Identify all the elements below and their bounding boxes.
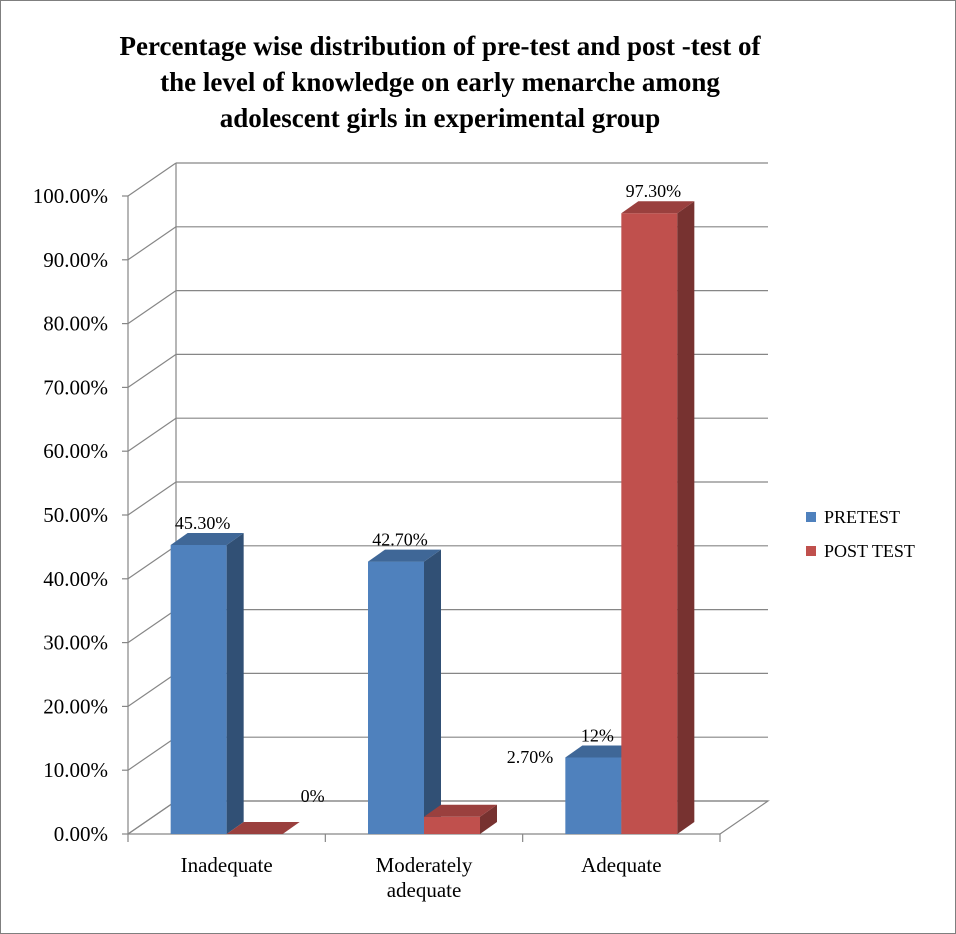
bar-top <box>368 549 441 562</box>
side-wall-gridline <box>127 545 177 580</box>
y-tick-label: 90.00% <box>43 248 108 272</box>
side-wall-gridline <box>127 290 177 325</box>
data-label: 12% <box>581 725 614 745</box>
data-label: 2.70% <box>507 747 554 767</box>
legend-label-post-test: POST TEST <box>824 540 915 561</box>
bar-side <box>226 532 244 834</box>
data-label: 0% <box>301 786 325 806</box>
y-tick-label: 50.00% <box>43 503 108 527</box>
side-wall-gridline <box>127 162 177 197</box>
side-wall-gridline <box>127 226 177 261</box>
legend-item-pretest: PRETEST <box>806 500 915 534</box>
x-tick-label: adequate <box>387 878 462 902</box>
data-label: 42.70% <box>372 530 428 550</box>
data-label: 97.30% <box>626 181 682 201</box>
bar-top <box>621 201 695 214</box>
y-tick-label: 30.00% <box>43 631 108 655</box>
x-tick-label: Moderately <box>376 853 473 877</box>
side-wall-gridline <box>127 609 177 644</box>
bar-top <box>424 804 497 817</box>
side-wall-gridline <box>127 736 177 771</box>
side-wall-gridline <box>127 672 177 707</box>
bar-top <box>170 532 244 545</box>
legend-swatch-pretest <box>806 512 816 522</box>
chart-title-line-3: adolescent girls in experimental group <box>219 103 661 133</box>
bar-top <box>565 745 639 758</box>
data-label: 45.30% <box>175 513 231 533</box>
legend-item-post-test: POST TEST <box>806 534 915 568</box>
side-wall-gridline <box>127 481 177 516</box>
bar <box>424 816 480 834</box>
bar-side <box>480 804 497 834</box>
y-tick-label: 40.00% <box>43 567 108 591</box>
bar <box>368 561 424 834</box>
y-tick-label: 10.00% <box>43 758 108 782</box>
y-tick-label: 100.00% <box>33 184 108 208</box>
bar <box>621 213 678 834</box>
chart-title-line-2: the level of knowledge on early menarche… <box>160 67 720 97</box>
chart-title: Percentage wise distribution of pre-test… <box>80 28 800 136</box>
side-wall-gridline <box>127 353 177 388</box>
chart-title-line-1: Percentage wise distribution of pre-test… <box>119 31 761 61</box>
y-tick-label: 0.00% <box>54 822 108 846</box>
bar-side <box>424 549 441 834</box>
bar-top <box>226 822 300 834</box>
x-tick-label: Inadequate <box>181 853 273 877</box>
side-wall-gridline <box>127 417 177 452</box>
bar <box>170 544 227 834</box>
bar-side <box>677 201 695 834</box>
y-tick-label: 70.00% <box>43 375 108 399</box>
y-tick-label: 20.00% <box>43 694 108 718</box>
chart-floor <box>127 800 770 835</box>
legend-swatch-post-test <box>806 546 816 556</box>
x-tick-label: Adequate <box>581 853 661 877</box>
bar <box>565 757 622 834</box>
y-tick-label: 60.00% <box>43 439 108 463</box>
y-tick-label: 80.00% <box>43 312 108 336</box>
legend-label-pretest: PRETEST <box>824 506 901 527</box>
legend: PRETEST POST TEST <box>806 500 915 568</box>
